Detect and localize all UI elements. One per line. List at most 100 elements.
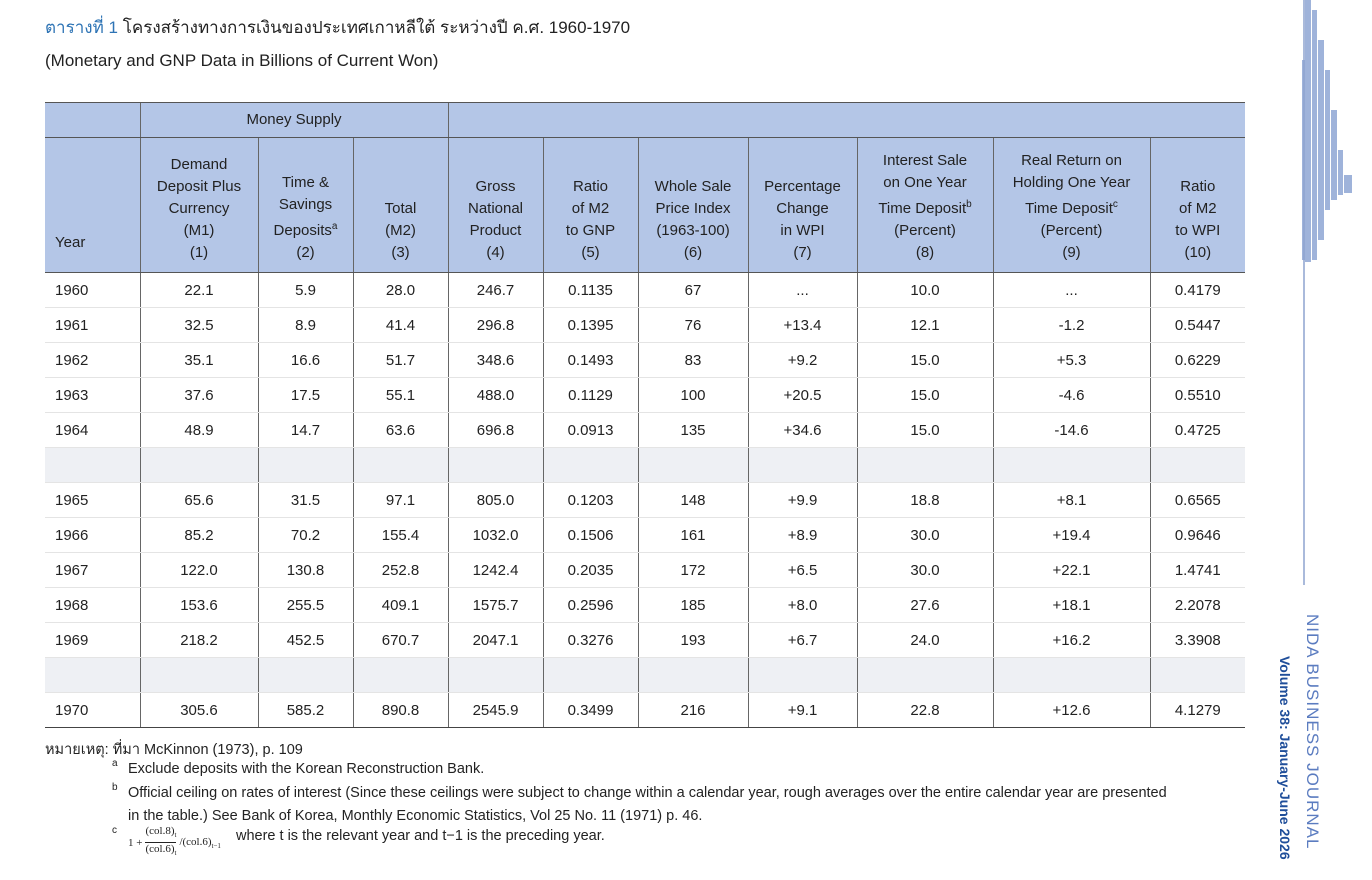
- value-cell: +13.4: [747, 307, 858, 343]
- value-cell: +6.7: [747, 622, 858, 658]
- column-number: (1): [189, 244, 209, 261]
- value-cell: 1242.4: [447, 552, 544, 588]
- value-cell: 30.0: [856, 517, 994, 553]
- div-sub: t−1: [211, 841, 221, 850]
- value-cell: 0.1129: [542, 377, 639, 413]
- value-cell: 30.0: [856, 552, 994, 588]
- value-cell: 5.9: [257, 272, 353, 308]
- blank-cell: [257, 447, 353, 483]
- value-cell: 2.2078: [1149, 587, 1246, 623]
- value-cell: 28.0: [352, 272, 449, 308]
- column-number: (7): [793, 244, 812, 261]
- column-header: Time & Savings Depositsa (2): [257, 137, 353, 273]
- year-cell: 1964: [45, 412, 140, 448]
- value-cell: +8.0: [747, 587, 858, 623]
- value-cell: 22.8: [856, 692, 994, 728]
- blank-cell: [447, 657, 544, 693]
- header-row: Money Supply: [45, 102, 1246, 138]
- header-line: in WPI: [780, 222, 825, 239]
- year-cell: 1963: [45, 377, 140, 413]
- value-cell: 3.3908: [1149, 622, 1246, 658]
- value-cell: 17.5: [257, 377, 353, 413]
- value-cell: -4.6: [992, 377, 1151, 413]
- header-line: Time Depositb: [858, 194, 993, 220]
- value-cell: 0.1493: [542, 342, 639, 378]
- value-cell: 0.1395: [542, 307, 639, 343]
- footnote-mark: a: [112, 758, 118, 769]
- value-cell: 161: [637, 517, 749, 553]
- value-cell: 18.8: [856, 482, 994, 518]
- value-cell: +16.2: [992, 622, 1151, 658]
- header-cell: [45, 102, 140, 138]
- title-text: โครงสร้างทางการเงินของประเทศเกาหลีใต้ ระ…: [122, 18, 631, 37]
- header-line: Percentage: [764, 178, 841, 195]
- value-cell: 0.5510: [1149, 377, 1246, 413]
- data-row: 1969 218.2 452.5 670.7 2047.1 0.3276 193 +6.7 24…: [45, 622, 1246, 658]
- value-cell: 452.5: [257, 622, 353, 658]
- value-cell: 0.6229: [1149, 342, 1246, 378]
- blank-cell: [856, 657, 994, 693]
- column-header: Real Return on Holding One Year Time Depos…: [992, 137, 1151, 273]
- value-cell: ...: [992, 272, 1151, 308]
- data-row: 1966 85.2 70.2 155.4 1032.0 0.1506 161 +8.9 30.0…: [45, 517, 1246, 553]
- value-cell: 27.6: [856, 587, 994, 623]
- value-cell: +8.9: [747, 517, 858, 553]
- data-row: 1967 122.0 130.8 252.8 1242.4 0.2035 172 +6.5 30…: [45, 552, 1246, 588]
- table-head: Money Supply Year Demand Deposit Plus Curren…: [45, 102, 1246, 273]
- journal-volume: Volume 38: January-June 2026: [1277, 656, 1293, 860]
- footnote-mark: c: [1112, 199, 1118, 210]
- header-text: Time Deposit: [878, 200, 967, 217]
- value-cell: -14.6: [992, 412, 1151, 448]
- header-line: Ratio: [573, 178, 609, 195]
- header-line: National: [467, 200, 524, 217]
- header-line: Real Return on: [1021, 152, 1122, 169]
- blank-cell: [992, 657, 1151, 693]
- year-cell: 1966: [45, 517, 140, 553]
- value-cell: 100: [637, 377, 749, 413]
- value-cell: +22.1: [992, 552, 1151, 588]
- value-cell: 37.6: [139, 377, 258, 413]
- header-line: Deposit Plus: [156, 178, 242, 195]
- value-cell: 216: [637, 692, 749, 728]
- value-cell: 76: [637, 307, 749, 343]
- value-cell: 153.6: [139, 587, 258, 623]
- value-cell: 0.3499: [542, 692, 639, 728]
- header-line: Price Index: [655, 200, 731, 217]
- value-cell: 670.7: [352, 622, 449, 658]
- data-row: 1964 48.9 14.7 63.6 696.8 0.0913 135 +34.6 15.0-…: [45, 412, 1246, 448]
- column-number: (3): [391, 244, 410, 261]
- den: (col.6): [145, 843, 175, 856]
- column-header: Whole Sale Price Index (1963-100) (6): [637, 137, 749, 273]
- value-cell: 252.8: [352, 552, 449, 588]
- value-cell: 130.8: [257, 552, 353, 588]
- year-cell: 1961: [45, 307, 140, 343]
- header-text: Deposits: [273, 222, 332, 239]
- value-cell: 15.0: [856, 342, 994, 378]
- header-line: Ratio: [1180, 178, 1216, 195]
- blank-cell: [257, 657, 353, 693]
- header-cell: [447, 102, 1246, 138]
- header-line: to WPI: [1175, 222, 1221, 239]
- value-cell: +5.3: [992, 342, 1151, 378]
- column-number: (5): [581, 244, 600, 261]
- blank-cell: [542, 447, 639, 483]
- value-cell: 0.1135: [542, 272, 639, 308]
- skyline: [1302, 0, 1352, 262]
- title-label: ตารางที่ 1: [45, 18, 118, 37]
- year-cell: 1962: [45, 342, 140, 378]
- year-cell: 1970: [45, 692, 140, 728]
- blank-cell: [542, 657, 639, 693]
- value-cell: +8.1: [992, 482, 1151, 518]
- value-cell: 193: [637, 622, 749, 658]
- value-cell: 15.0: [856, 412, 994, 448]
- value-cell: 0.1506: [542, 517, 639, 553]
- value-cell: 0.3276: [542, 622, 639, 658]
- data-row: 1961 32.5 8.9 41.4 296.8 0.1395 76 +13.4 12.1 -1.…: [45, 307, 1246, 343]
- value-cell: +6.5: [747, 552, 858, 588]
- column-number: (8): [915, 244, 935, 261]
- header-line: Product: [469, 222, 522, 239]
- header-text: Time Deposit: [1025, 200, 1113, 217]
- blank-cell: [447, 447, 544, 483]
- value-cell: 0.4179: [1149, 272, 1246, 308]
- header-line: (Percent): [894, 222, 956, 239]
